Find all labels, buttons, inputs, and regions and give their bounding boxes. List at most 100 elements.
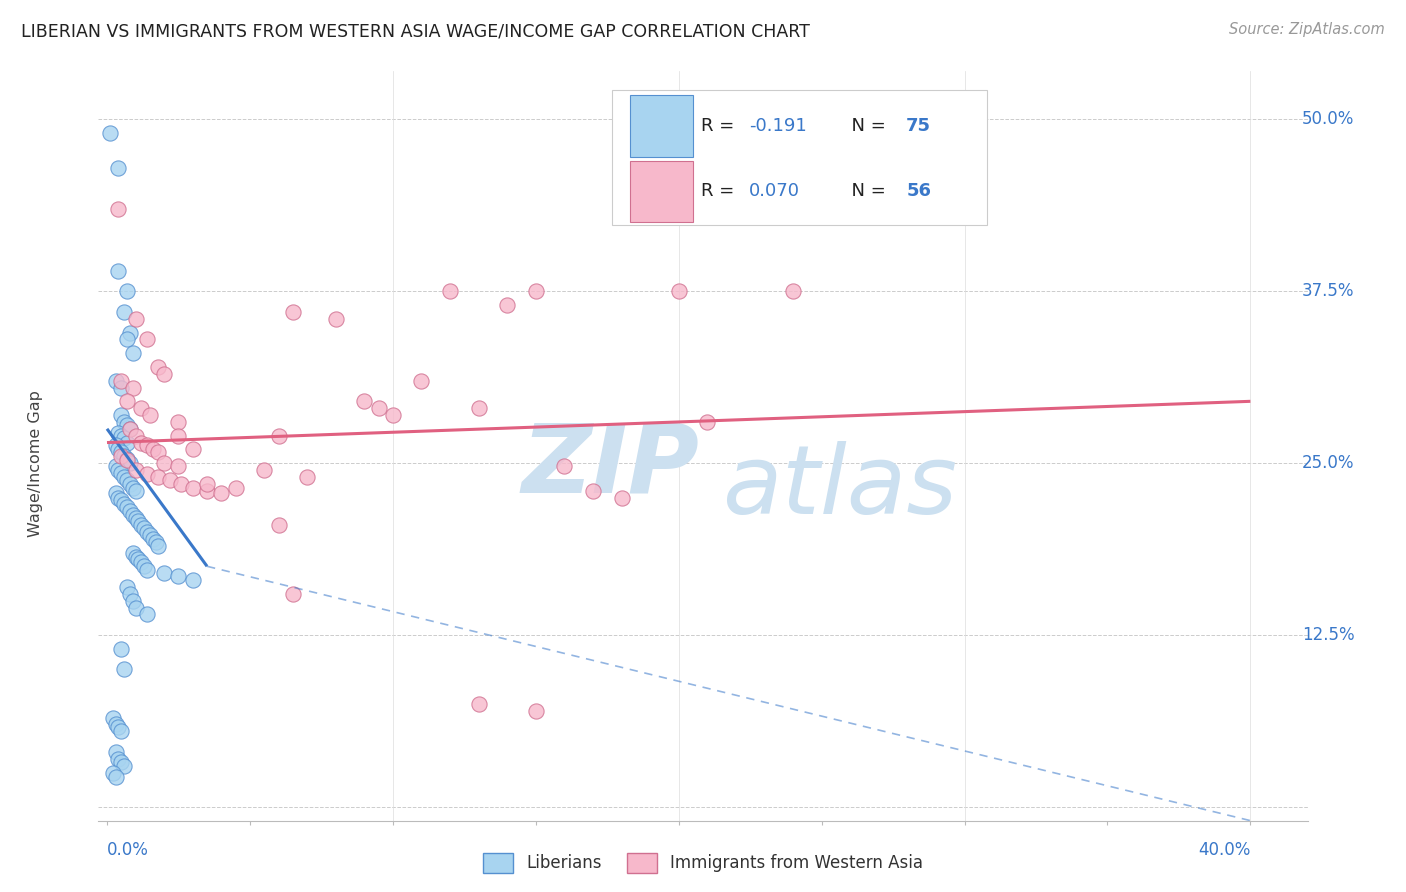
Point [110,466,132,480]
Point [496,298,519,312]
Point [782,285,804,299]
Point [107,442,129,457]
Point [107,202,129,216]
Point [115,500,138,515]
Point [118,587,141,601]
Point [118,476,141,491]
Point [129,401,152,416]
Point [325,311,347,326]
Text: 0.0%: 0.0% [107,841,149,859]
Point [112,415,135,429]
Point [118,422,141,436]
Point [104,717,127,731]
Point [115,285,138,299]
Text: 56: 56 [905,182,931,200]
Point [107,161,129,175]
Point [110,428,132,442]
Point [195,476,218,491]
Point [167,428,190,442]
Point [129,435,152,450]
Point [129,555,152,569]
Text: R =: R = [700,182,740,200]
Point [167,415,190,429]
Point [209,486,232,500]
Point [129,518,152,533]
Point [136,563,159,577]
Point [121,380,143,394]
Point [411,374,433,388]
Point [124,311,146,326]
Text: atlas: atlas [721,442,956,534]
Point [142,442,165,457]
Point [115,452,138,467]
Point [121,346,143,360]
Text: Source: ZipAtlas.com: Source: ZipAtlas.com [1229,22,1385,37]
Point [610,491,633,505]
Point [107,720,129,734]
Point [136,524,159,539]
Point [110,724,132,739]
Point [167,458,190,473]
Point [295,470,318,484]
Point [467,401,489,416]
Point [467,697,489,711]
Text: 12.5%: 12.5% [1302,626,1354,644]
Point [110,408,132,422]
Point [167,569,190,583]
Point [281,587,304,601]
Point [112,470,135,484]
FancyBboxPatch shape [630,95,693,157]
Point [124,428,146,442]
Point [110,641,132,656]
Point [153,566,176,581]
Point [118,422,141,436]
Point [195,483,218,498]
Point [124,549,146,564]
Point [118,326,141,340]
Point [110,755,132,769]
Point [110,380,132,394]
Text: 25.0%: 25.0% [1302,454,1354,472]
Legend: Liberians, Immigrants from Western Asia: Liberians, Immigrants from Western Asia [477,847,929,880]
Point [153,367,176,381]
Text: 40.0%: 40.0% [1198,841,1250,859]
Point [121,545,143,559]
Point [582,483,605,498]
Point [136,438,159,452]
Point [148,470,170,484]
Point [110,493,132,508]
Point [115,417,138,432]
Text: 75: 75 [905,117,931,135]
Point [112,498,135,512]
Point [112,432,135,446]
Point [145,534,167,549]
Point [253,463,276,477]
Point [101,710,124,724]
Point [124,463,146,477]
Text: LIBERIAN VS IMMIGRANTS FROM WESTERN ASIA WAGE/INCOME GAP CORRELATION CHART: LIBERIAN VS IMMIGRANTS FROM WESTERN ASIA… [21,22,810,40]
Point [142,532,165,546]
Text: -0.191: -0.191 [749,117,807,135]
Point [281,305,304,319]
Point [148,445,170,459]
Point [136,467,159,482]
Point [110,450,132,464]
Text: ZIP: ZIP [522,419,699,512]
Point [101,765,124,780]
Point [136,607,159,622]
Point [112,450,135,464]
Point [124,600,146,615]
Point [110,374,132,388]
Point [124,483,146,498]
Point [121,508,143,523]
Point [121,593,143,607]
Text: N =: N = [839,117,891,135]
Point [124,511,146,525]
Point [148,359,170,374]
Point [153,456,176,470]
FancyBboxPatch shape [612,90,987,225]
Point [115,333,138,347]
Point [225,481,247,495]
Point [139,408,162,422]
Point [381,408,404,422]
